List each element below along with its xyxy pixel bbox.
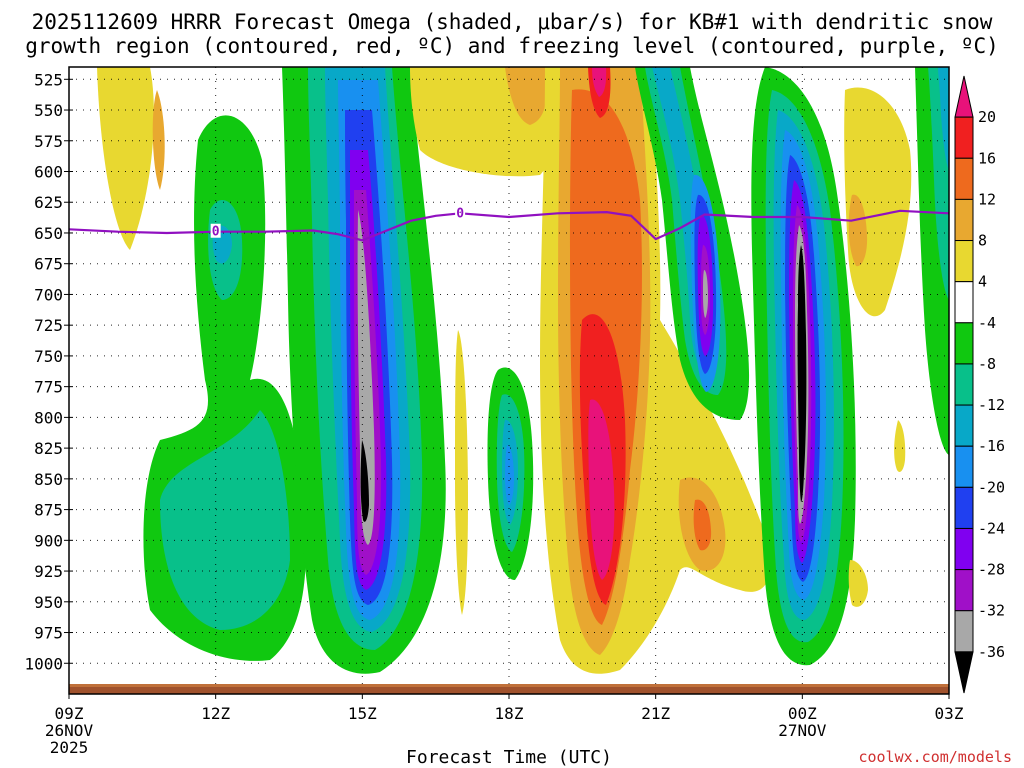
y-tick-label-850: 850 xyxy=(34,470,63,489)
omega-region-cyan-03z xyxy=(938,67,949,170)
y-tick-label-750: 750 xyxy=(34,347,63,366)
colorbar-swatch-3 xyxy=(954,198,974,242)
omega-plume-20z-magenta xyxy=(588,399,615,580)
colorbar-swatch-10 xyxy=(954,486,974,529)
omega-shaded-field xyxy=(97,67,949,674)
y-tick-label-1000: 1000 xyxy=(24,654,63,673)
freezing-level-contour: 00 xyxy=(68,205,950,242)
credit-text: coolwx.com/models xyxy=(858,748,1012,766)
colorbar-label-6: -8 xyxy=(978,355,996,373)
y-tick-label-900: 900 xyxy=(34,531,63,550)
surface-terrain-highlight xyxy=(69,684,949,687)
colorbar-label-10: -24 xyxy=(978,519,1005,537)
y-tick-label-550: 550 xyxy=(34,101,63,120)
colorbar-swatch-9 xyxy=(954,445,974,488)
colorbar-swatch-8 xyxy=(954,404,974,447)
omega-region-orange-22z xyxy=(693,499,712,551)
colorbar-label-1: 16 xyxy=(978,149,996,167)
x-tick-label-15Z: 15Z xyxy=(348,704,377,723)
colorbar-label-11: -28 xyxy=(978,561,1005,579)
x-tick-label-09Z: 09Z xyxy=(55,704,84,723)
y-tick-label-875: 875 xyxy=(34,501,63,520)
colorbar-label-13: -36 xyxy=(978,643,1005,661)
colorbar-swatch-6 xyxy=(954,322,974,365)
y-tick-label-675: 675 xyxy=(34,255,63,274)
y-axis: 525 550 575 600 625 650 675 700 725 750 775 800 825 8… xyxy=(24,70,73,673)
y-tick-label-600: 600 xyxy=(34,163,63,182)
omega-column-00z-black xyxy=(797,245,807,502)
omega-region-yellow-01z-low xyxy=(848,560,868,607)
colorbar-swatch-12 xyxy=(954,569,974,612)
x-tick-label-18Z: 18Z xyxy=(495,704,524,723)
y-tick-label-700: 700 xyxy=(34,285,63,304)
freezing-label-1: 0 xyxy=(456,206,464,221)
y-tick-label-800: 800 xyxy=(34,408,63,427)
freezing-label-0: 0 xyxy=(212,225,220,240)
freezing-label-bg-1 xyxy=(455,205,466,220)
colorbar-swatch-0 xyxy=(954,75,974,118)
chart-title-line-2: growth region (contoured, red, ºC) and f… xyxy=(25,34,999,58)
colorbar-label-8: -16 xyxy=(978,437,1005,455)
x-axis-label: Forecast Time (UTC) xyxy=(406,747,612,768)
omega-region-amber-01z xyxy=(848,194,868,267)
colorbar-label-12: -32 xyxy=(978,602,1005,620)
y-tick-label-650: 650 xyxy=(34,224,63,243)
x-tick-date-09Z: 26NOV xyxy=(45,721,94,740)
x-tick-date-00Z: 27NOV xyxy=(778,721,827,740)
colorbar-swatch-2 xyxy=(954,157,974,200)
colorbar-label-7: -12 xyxy=(978,396,1005,414)
y-tick-label-625: 625 xyxy=(34,193,63,212)
y-tick-label-825: 825 xyxy=(34,439,63,458)
omega-region-orange-early xyxy=(152,90,165,190)
chart-title-line-1: 2025112609 HRRR Forecast Omega (shaded, … xyxy=(32,10,993,34)
colorbar-swatch-7 xyxy=(954,363,974,406)
y-tick-label-950: 950 xyxy=(34,593,63,612)
colorbar-label-0: 20 xyxy=(978,108,996,126)
freezing-level-line xyxy=(68,209,950,242)
colorbar-swatch-14 xyxy=(954,651,974,694)
omega-region-orange-mid xyxy=(505,67,547,125)
y-tick-label-575: 575 xyxy=(34,132,63,151)
colorbar-label-9: -20 xyxy=(978,478,1005,496)
colorbar-swatch-11 xyxy=(954,527,974,571)
omega-top-20z-magenta xyxy=(592,67,607,97)
omega-region-yellow-early xyxy=(97,67,154,250)
omega-column-22z-gray xyxy=(703,270,708,318)
omega-region-yellow-17z xyxy=(455,330,468,615)
x-tick-label-03Z: 03Z xyxy=(935,704,964,723)
colorbar-swatch-13 xyxy=(954,610,974,653)
y-tick-label-525: 525 xyxy=(34,70,63,89)
y-tick-label-925: 925 xyxy=(34,562,63,581)
colorbar-label-4: 4 xyxy=(978,273,987,291)
colorbar-swatch-1 xyxy=(954,116,974,159)
colorbar-swatch-5 xyxy=(954,281,974,324)
colorbar-label-3: 8 xyxy=(978,232,987,250)
omega-column-18z-blue xyxy=(505,445,514,505)
freezing-label-bg-0 xyxy=(210,223,221,238)
y-tick-label-975: 975 xyxy=(34,624,63,643)
surface-terrain-bar xyxy=(69,684,949,694)
colorbar-label-5: -4 xyxy=(978,314,996,332)
y-tick-label-725: 725 xyxy=(34,316,63,335)
omega-colorbar: 20 16 12 8 4 -4 -8 -12 -16 -20 -24 -28 -32 -36 xyxy=(954,75,1005,694)
omega-region-teal-12z-lower xyxy=(160,410,290,630)
x-tick-year-09Z: 2025 xyxy=(50,738,89,757)
x-tick-label-21Z: 21Z xyxy=(641,704,670,723)
x-tick-label-00Z: 00Z xyxy=(788,704,817,723)
x-tick-label-12Z: 12Z xyxy=(201,704,230,723)
omega-region-yellow-02z xyxy=(894,420,906,472)
y-tick-label-775: 775 xyxy=(34,378,63,397)
colorbar-swatch-4 xyxy=(954,240,974,283)
colorbar-label-2: 12 xyxy=(978,190,996,208)
